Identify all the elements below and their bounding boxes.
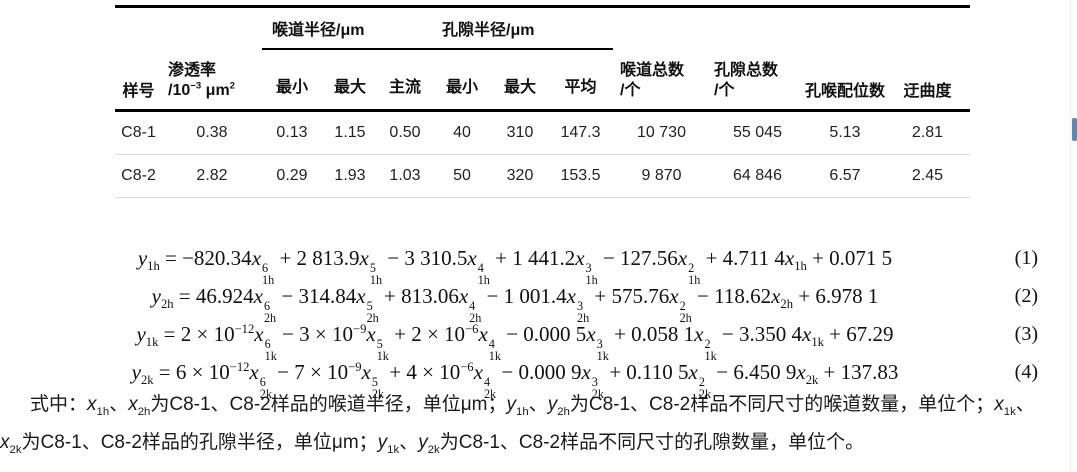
equation-1-formula: y1h = −820.34x 6 1h + 2 813.9x 5 1h − 3 310.… xyxy=(137,246,893,288)
table-cell: 2.81 xyxy=(885,110,970,155)
table-cell: 153.5 xyxy=(548,154,613,198)
subheader-pore-max: 最大 xyxy=(492,49,548,112)
permeability-label: 渗透率 xyxy=(168,62,217,79)
subheader-throat-main: 主流 xyxy=(378,49,432,112)
equation-4: y2k = 6 × 10−12x 6 2k − 7 × 10−9x 5 2k + 4 ×… xyxy=(0,353,1038,402)
table-row: C8-1 0.38 0.13 1.15 0.50 40 310 147.3 10 730 55 0… xyxy=(115,110,970,155)
col-group-pore-radius: 孔隙半径/μm xyxy=(432,6,613,50)
table-cell: 1.93 xyxy=(322,154,378,198)
table-cell: 1.15 xyxy=(322,110,378,155)
equation-1-number: (1) xyxy=(1014,247,1038,269)
col-group-throat-radius: 喉道半径/μm xyxy=(262,6,432,50)
col-header-pore-total: 孔隙总数 /个 xyxy=(710,6,805,112)
equation-2-number: (2) xyxy=(1014,285,1038,307)
table-cell: 0.38 xyxy=(162,110,262,155)
subheader-pore-avg: 平均 xyxy=(548,49,613,112)
table-cell: 2.45 xyxy=(885,154,970,198)
scrollbar-thumb[interactable] xyxy=(1072,118,1077,141)
table-cell: 6.57 xyxy=(805,154,885,198)
equation-1: y1h = −820.34x 6 1h + 2 813.9x 5 1h − 3 310.… xyxy=(0,239,1038,288)
table-cell: 64 846 xyxy=(710,154,805,198)
col-header-permeability: 渗透率 /10−3 μm2 xyxy=(162,6,262,112)
equation-4-formula: y2k = 6 × 10−12x 6 2k − 7 × 10−9x 5 2k + 4 ×… xyxy=(131,360,899,402)
table-row: C8-2 2.82 0.29 1.93 1.03 50 320 153.5 9 870 64 84… xyxy=(115,154,970,198)
table-cell: 5.13 xyxy=(805,110,885,155)
table-cell: C8-2 xyxy=(115,154,162,198)
table-cell: 147.3 xyxy=(548,110,613,155)
permeability-unit: /10−3 μm2 xyxy=(168,80,236,99)
subheader-throat-max: 最大 xyxy=(322,49,378,112)
table-cell: 310 xyxy=(492,110,548,155)
table-cell: 40 xyxy=(432,110,492,155)
col-header-throat-total: 喉道总数 /个 xyxy=(613,6,710,112)
equation-note-line-2: x2k为C8-1、C8-2样品的孔隙半径，单位μm；y1k、y2k为C8-1、C… xyxy=(0,432,865,456)
subheader-pore-min: 最小 xyxy=(432,49,492,112)
table-cell: 0.50 xyxy=(378,110,432,155)
equation-4-number: (4) xyxy=(1014,361,1038,383)
table-cell: 0.29 xyxy=(262,154,322,198)
col-header-tortuosity: 迂曲度 xyxy=(885,6,970,112)
pore-throat-parameter-table: 样号 渗透率 /10−3 μm2 喉道半径/μm 孔隙半径/μm 喉道总数 /个… xyxy=(115,5,970,198)
table-cell: 10 730 xyxy=(613,110,710,155)
col-header-coordination: 孔喉配位数 xyxy=(805,6,885,112)
table-cell: 9 870 xyxy=(613,154,710,198)
equations-block: y1h = −820.34x 6 1h + 2 813.9x 5 1h − 3 310.… xyxy=(0,239,1038,402)
subheader-throat-min: 最小 xyxy=(262,49,322,112)
data-table: 样号 渗透率 /10−3 μm2 喉道半径/μm 孔隙半径/μm 喉道总数 /个… xyxy=(115,5,970,198)
equation-note-line-1: 式中：x1h、x2h为C8-1、C8-2样品的喉道半径，单位μm；y1h、y2h… xyxy=(30,394,1035,418)
equation-3: y1k = 2 × 10−12x 6 1k − 3 × 10−9x 5 1k + 2 ×… xyxy=(0,315,1038,364)
table-body: C8-1 0.38 0.13 1.15 0.50 40 310 147.3 10 730 55 0… xyxy=(115,110,970,198)
table-cell: 2.82 xyxy=(162,154,262,198)
equation-2: y2h = 46.924x 6 2h − 314.84x 5 2h + 813.06x 4… xyxy=(0,277,1038,326)
equation-3-number: (3) xyxy=(1014,323,1038,345)
table-cell: C8-1 xyxy=(115,110,162,155)
table-cell: 55 045 xyxy=(710,110,805,155)
equation-3-formula: y1k = 2 × 10−12x 6 1k − 3 × 10−9x 5 1k + 2 ×… xyxy=(136,322,894,364)
table-cell: 1.03 xyxy=(378,154,432,198)
table-cell: 320 xyxy=(492,154,548,198)
table-cell: 0.13 xyxy=(262,110,322,155)
equation-note: 式中：x1h、x2h为C8-1、C8-2样品的喉道半径，单位μm；y1h、y2h… xyxy=(0,386,1077,462)
col-header-sample: 样号 xyxy=(115,6,162,112)
equation-2-formula: y2h = 46.924x 6 2h − 314.84x 5 2h + 813.06x 4… xyxy=(151,284,879,326)
scrollbar-track[interactable] xyxy=(1070,0,1077,472)
table-cell: 50 xyxy=(432,154,492,198)
